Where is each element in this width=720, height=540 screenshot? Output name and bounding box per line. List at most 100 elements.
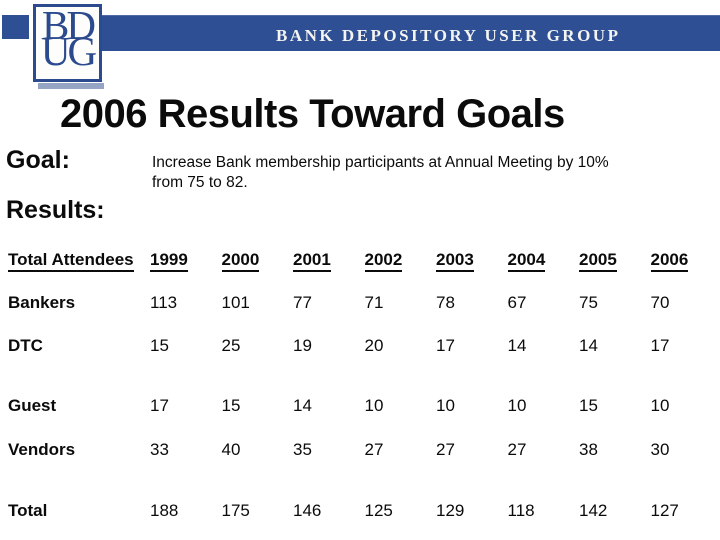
cell-value: 40: [221, 440, 241, 459]
cell-value: 30: [650, 440, 670, 459]
cell-value: 33: [150, 440, 169, 459]
table-cell: 25: [222, 336, 294, 356]
cell-value: 15: [150, 336, 169, 355]
cell-value: 19: [293, 336, 312, 355]
table-cell: 125: [365, 501, 437, 521]
table-cell: 40: [222, 440, 294, 460]
cell-value: 78: [436, 293, 455, 312]
column-header: 2006: [650, 250, 689, 272]
table-cell: 10: [508, 396, 580, 416]
table-cell: 2001: [293, 250, 365, 272]
cell-value: 71: [364, 293, 384, 312]
table-cell: 175: [222, 501, 294, 521]
table-cell: 2000: [221, 250, 294, 272]
cell-value: 14: [293, 396, 312, 415]
table-row: Vendors 33 40 35 27 27 27 38 30: [8, 440, 720, 460]
table-cell: 71: [365, 293, 437, 313]
cell-value: 188: [150, 501, 179, 520]
table-cell: 78: [436, 293, 508, 313]
table-cell: 10: [365, 396, 437, 416]
table-cell: Vendors: [8, 440, 150, 460]
cell-value: 27: [436, 440, 455, 459]
logo-shadow: [38, 83, 104, 89]
table-cell: 19: [293, 336, 365, 356]
table-cell: Total: [8, 501, 150, 521]
cell-value: 142: [579, 501, 608, 520]
table-cell: 127: [651, 501, 720, 521]
table-cell: 15: [150, 336, 222, 356]
table-cell: 75: [579, 293, 651, 313]
table-cell: 188: [150, 501, 222, 521]
cell-value: 75: [579, 293, 598, 312]
table-cell: 27: [508, 440, 580, 460]
table-cell: 70: [651, 293, 720, 313]
table-cell: DTC: [8, 336, 150, 356]
row-label: DTC: [8, 336, 43, 355]
cell-value: 10: [650, 396, 670, 415]
cell-value: 10: [507, 396, 527, 415]
table-cell: 10: [651, 396, 720, 416]
goal-description-line2: from 75 to 82.: [152, 173, 248, 191]
table-cell: 67: [508, 293, 580, 313]
table-cell: 14: [579, 336, 651, 356]
cell-value: 17: [650, 336, 670, 355]
brand-bar: [95, 15, 720, 51]
cell-value: 35: [293, 440, 312, 459]
table-cell: 35: [293, 440, 365, 460]
brand-bar-left-stub: [2, 15, 29, 39]
column-header: 2001: [293, 250, 331, 272]
cell-value: 25: [221, 336, 241, 355]
banner-title: BANK DEPOSITORY USER GROUP: [276, 26, 621, 45]
table-cell: 2005: [579, 250, 651, 272]
cell-value: 14: [579, 336, 598, 355]
cell-value: 127: [650, 501, 679, 520]
cell-value: 17: [150, 396, 169, 415]
table-cell: 118: [508, 501, 580, 521]
cell-value: 129: [436, 501, 465, 520]
cell-value: 38: [579, 440, 598, 459]
cell-value: 77: [293, 293, 312, 312]
cell-value: 113: [150, 293, 178, 312]
table-cell: 17: [436, 336, 508, 356]
cell-value: 14: [507, 336, 527, 355]
cell-value: 118: [507, 501, 535, 520]
table-row: Bankers 113 101 77 71 78 67 75 70: [8, 293, 720, 313]
column-header: 2004: [507, 250, 546, 272]
table-cell: 10: [436, 396, 508, 416]
cell-value: 10: [436, 396, 455, 415]
cell-value: 67: [507, 293, 527, 312]
results-label: Results:: [6, 196, 105, 224]
logo-text-bottom: UG: [40, 28, 97, 74]
column-header: 2002: [364, 250, 403, 272]
table-cell: 20: [365, 336, 437, 356]
row-label: Guest: [8, 396, 57, 415]
column-header: 1999: [150, 250, 188, 272]
table-cell: Guest: [8, 396, 150, 416]
row-label: Vendors: [8, 440, 76, 459]
row-label: Total: [8, 501, 48, 520]
table-cell: 38: [579, 440, 651, 460]
table-cell: 77: [293, 293, 365, 313]
table-header-row: Total Attendees 1999 2000 2001 2002 2003 2004 2…: [8, 250, 720, 272]
table-cell: 14: [508, 336, 580, 356]
table-cell: 142: [579, 501, 651, 521]
goal-description: Increase Bank membership participants at…: [152, 153, 697, 192]
table-cell: 27: [436, 440, 508, 460]
table-row: DTC 15 25 19 20 17 14 14 17: [8, 336, 720, 356]
cell-value: 27: [507, 440, 527, 459]
column-header: 2000: [221, 250, 260, 272]
table-cell: 15: [579, 396, 651, 416]
cell-value: 125: [364, 501, 393, 520]
column-header: Total Attendees: [8, 250, 134, 272]
bdug-logo: BD UG: [33, 4, 102, 82]
table-cell: 113: [150, 293, 222, 313]
cell-value: 10: [364, 396, 384, 415]
table-cell: Total Attendees: [8, 250, 150, 272]
goal-description-line1: Increase Bank membership participants at…: [152, 154, 609, 171]
cell-value: 20: [364, 336, 384, 355]
table-cell: 2004: [507, 250, 580, 272]
goal-label: Goal:: [6, 146, 70, 174]
logo-text-top: BD: [42, 4, 96, 48]
cell-value: 70: [650, 293, 670, 312]
